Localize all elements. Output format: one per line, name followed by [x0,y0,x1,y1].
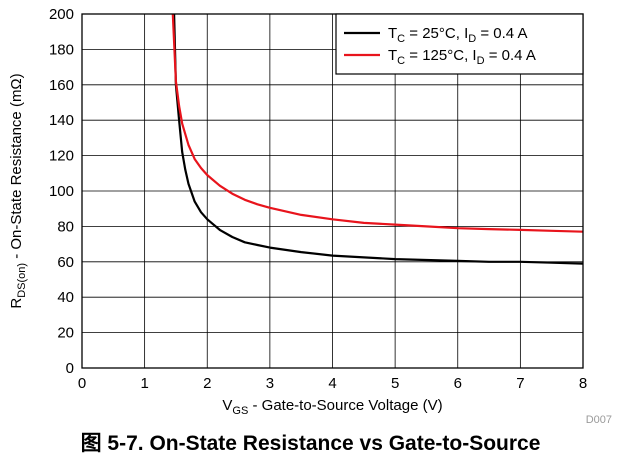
x-tick-label: 3 [266,375,274,392]
y-tick-label: 100 [49,183,74,200]
x-tick-label: 5 [391,375,399,392]
y-tick-label: 160 [49,77,74,94]
series-line-2 [171,14,583,233]
y-tick-label: 0 [66,360,74,377]
figure-caption: 图 5-7. On-State Resistance vs Gate-to-So… [80,432,541,455]
legend: TC = 25°C, ID = 0.4 ATC = 125°C, ID = 0.… [335,13,584,75]
x-tick-label: 1 [140,375,148,392]
y-tick-label: 180 [49,41,74,58]
x-axis-title: VGS - Gate-to-Source Voltage (V) [222,397,442,417]
legend-label-1: TC = 25°C, ID = 0.4 A [388,25,528,45]
y-tick-label: 120 [49,148,74,165]
y-tick-label: 140 [49,112,74,129]
y-tick-label: 40 [57,289,74,306]
series-layer [171,14,583,265]
x-tick-label: 0 [78,375,86,392]
y-tick-label: 200 [49,6,74,23]
x-tick-label: 4 [328,375,336,392]
y-tick-label: 60 [57,254,74,271]
figure-id: D007 [586,414,612,425]
plot-frame [81,13,584,369]
y-tick-label: 80 [57,218,74,235]
y-axis-title: RDS(on) - On-State Resistance (mΩ) [8,73,28,308]
x-tick-label: 2 [203,375,211,392]
x-tick-label: 8 [579,375,587,392]
series-line-1 [173,14,583,265]
legend-box [335,13,584,75]
x-tick-label: 7 [516,375,524,392]
legend-label-2: TC = 125°C, ID = 0.4 A [388,47,536,67]
x-tick-label: 6 [454,375,462,392]
y-tick-label: 20 [57,325,74,342]
